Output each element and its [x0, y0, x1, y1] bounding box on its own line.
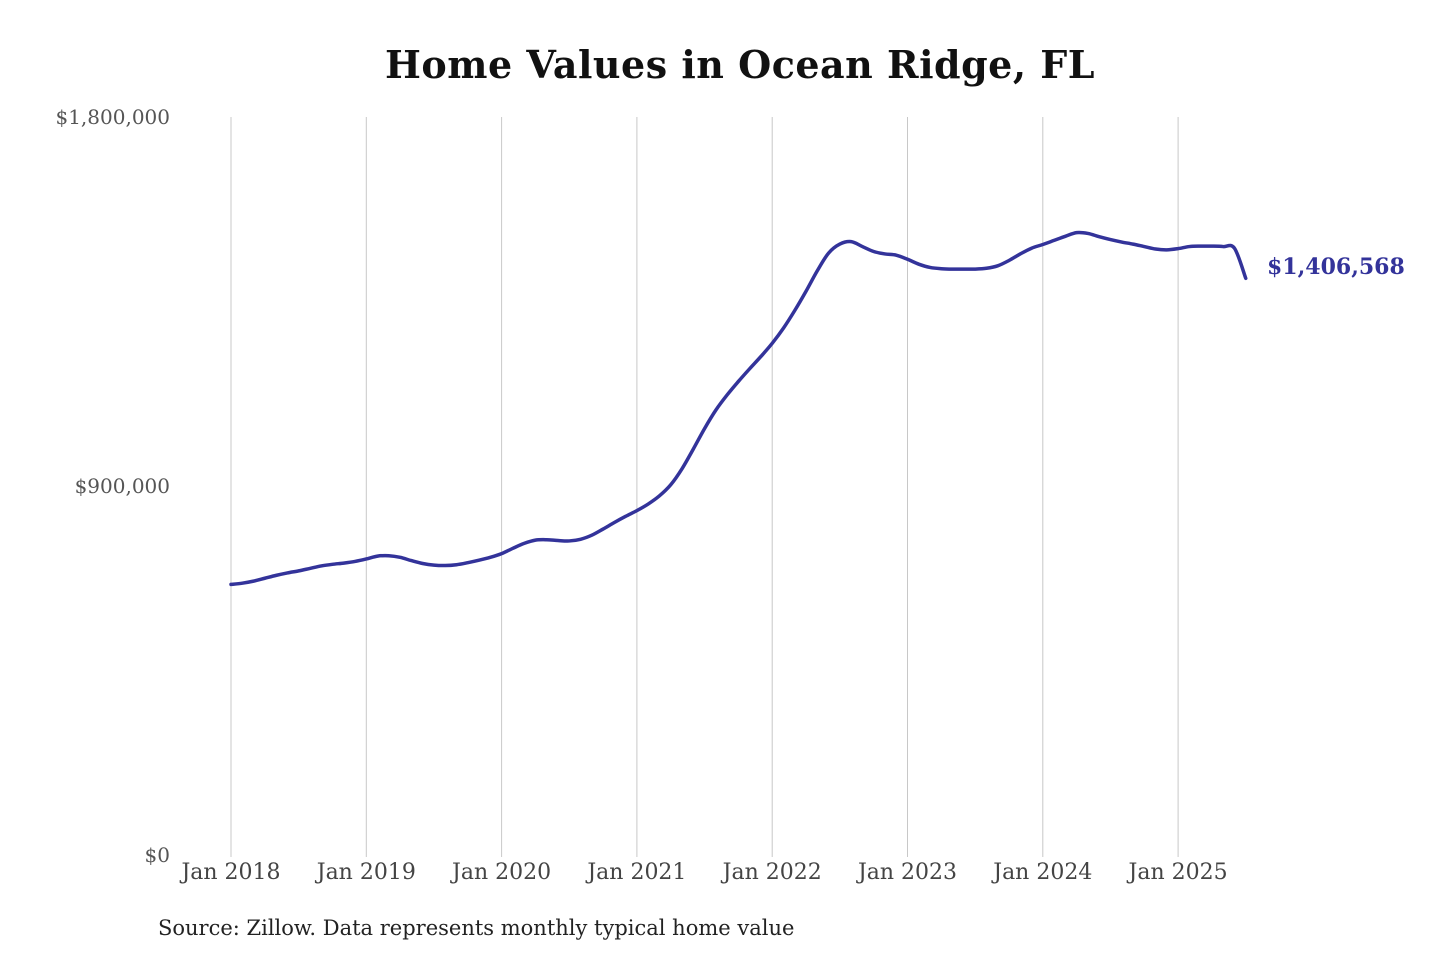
series-line	[229, 230, 1248, 587]
y-tick-label: $1,800,000	[55, 105, 170, 129]
x-tick-label: Jan 2020	[450, 860, 551, 885]
x-tick-label: Jan 2023	[856, 860, 957, 885]
x-tick-label: Jan 2021	[585, 860, 686, 885]
x-tick-label: Jan 2019	[315, 860, 416, 885]
x-tick-label: Jan 2022	[721, 860, 822, 885]
chart-title: Home Values in Ocean Ridge, FL	[384, 42, 1096, 87]
x-tick-label: Jan 2025	[1127, 860, 1228, 885]
x-tick-label: Jan 2018	[179, 860, 280, 885]
y-tick-label: $900,000	[75, 474, 170, 498]
y-tick-label: $0	[145, 843, 170, 867]
end-value-label: $1,406,568	[1267, 254, 1405, 280]
source-note: Source: Zillow. Data represents monthly …	[158, 916, 795, 940]
x-tick-label: Jan 2024	[991, 860, 1092, 885]
